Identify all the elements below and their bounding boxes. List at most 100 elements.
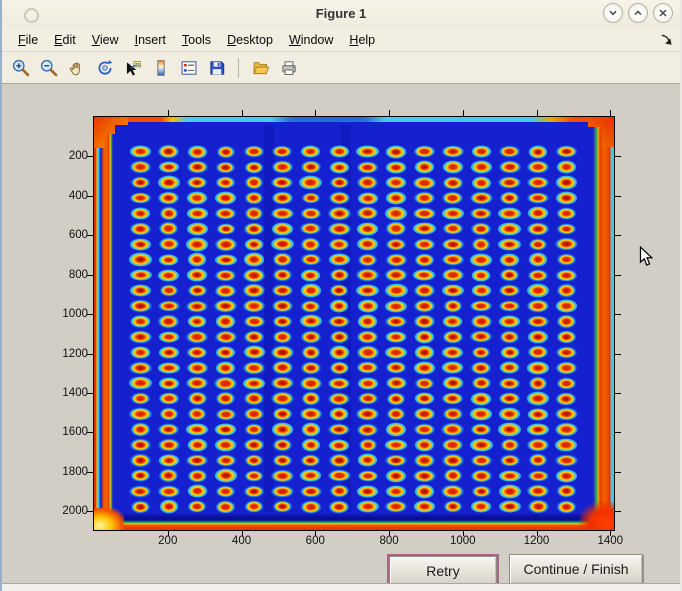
plate-spot [440, 206, 465, 221]
data-cursor-icon [126, 60, 141, 76]
continue-finish-button[interactable]: Continue / Finish [509, 554, 643, 584]
plate-spot [357, 253, 379, 267]
axis-tick [615, 392, 621, 394]
plate-spot [441, 191, 465, 205]
plate-spot [357, 438, 378, 452]
plate-spot [158, 284, 180, 298]
dock-figure-button[interactable] [660, 33, 673, 46]
plate-spot [468, 253, 494, 267]
plate-spot [526, 422, 550, 437]
plate-spot [384, 252, 408, 267]
menu-item-tools[interactable]: Tools [181, 32, 212, 47]
plate-spot [357, 453, 379, 468]
print-button[interactable] [276, 55, 301, 80]
plate-spot [272, 252, 293, 268]
plate-spot [441, 375, 464, 391]
plate-spot [327, 376, 352, 390]
legend-button[interactable] [176, 55, 201, 80]
menu-item-view[interactable]: View [91, 32, 119, 47]
titlebar[interactable]: Figure 1 [2, 0, 680, 29]
plate-spot [441, 437, 465, 453]
rotate-3d-button[interactable] [92, 55, 117, 80]
plate-spot [243, 500, 265, 514]
save-button[interactable] [204, 55, 229, 80]
plate-spot [272, 453, 293, 468]
plate-spot [497, 221, 522, 236]
pan-button[interactable] [64, 55, 89, 80]
window-menu-button[interactable] [24, 8, 39, 23]
plate-spot [158, 237, 180, 252]
plate-spot [528, 237, 549, 252]
maximize-button[interactable] [628, 3, 648, 23]
plate-spot [128, 221, 153, 237]
plate-spot [497, 500, 522, 514]
plate-spot [497, 422, 522, 437]
plate-spot [158, 221, 180, 237]
axis-tick [536, 110, 538, 116]
colorbar-button[interactable] [148, 55, 173, 80]
plate-spot [158, 346, 180, 359]
plate-spot [158, 206, 179, 221]
plate-spot [270, 176, 295, 189]
plate-spot [525, 391, 551, 407]
plate-spot [471, 268, 492, 282]
plate-spot [526, 299, 550, 313]
plate-spot [356, 206, 379, 221]
plate-spot [300, 268, 322, 282]
plate-spot [554, 360, 579, 376]
plate-spot [356, 191, 379, 205]
zoom-in-button[interactable] [8, 55, 33, 80]
plate-spot [470, 236, 492, 252]
plate-spot [470, 360, 493, 375]
menu-item-edit[interactable]: Edit [54, 32, 76, 47]
menu-item-help[interactable]: Help [349, 32, 376, 47]
plate-spot [298, 407, 323, 421]
plate-spot [527, 268, 549, 282]
plate-spot [270, 391, 295, 407]
plate-spot [527, 453, 549, 468]
plate-spot [469, 438, 494, 452]
heatmap-image[interactable] [94, 117, 614, 530]
plate-spot [128, 407, 153, 421]
axis-tick [87, 314, 93, 316]
plate-spot [441, 407, 464, 421]
plate-spot [128, 298, 153, 314]
plate-spot [329, 283, 350, 298]
plate-spot [272, 406, 293, 422]
plate-spot [441, 361, 465, 375]
plate-spot [328, 267, 350, 283]
x-tick-label: 400 [231, 535, 252, 547]
plate-spot [555, 484, 578, 499]
shade-button[interactable] [603, 3, 623, 23]
open-button[interactable] [248, 55, 273, 80]
plate-spot [356, 329, 380, 345]
plate-spot [272, 500, 293, 513]
plate-spot [270, 485, 295, 498]
plate-spot [441, 284, 465, 298]
close-button[interactable] [653, 3, 673, 23]
plate-spot [243, 160, 265, 174]
data-cursor-button[interactable] [120, 55, 145, 80]
menu-item-file[interactable]: File [18, 32, 39, 47]
plate-spot [383, 283, 409, 298]
plate-spot [186, 284, 208, 297]
plate-spot [244, 206, 265, 221]
menu-item-insert[interactable]: Insert [134, 32, 166, 47]
plate-spot [470, 500, 493, 514]
plate-spot [157, 190, 181, 206]
menu-item-window[interactable]: Window [288, 32, 334, 47]
plate-spot [412, 468, 437, 484]
plate-spot [156, 484, 181, 498]
window-controls [603, 3, 673, 23]
plate-spot [300, 422, 321, 437]
plate-spot [413, 423, 436, 436]
plate-spot [442, 329, 464, 345]
dock-arrow-icon [661, 34, 672, 45]
menu-item-desktop[interactable]: Desktop [227, 32, 273, 47]
retry-button[interactable]: Retry [387, 554, 499, 588]
plate-spot [469, 299, 494, 313]
plate-spot [130, 346, 151, 359]
zoom-out-button[interactable] [36, 55, 61, 80]
plate-spot [441, 222, 464, 236]
axis-tick [87, 471, 93, 473]
